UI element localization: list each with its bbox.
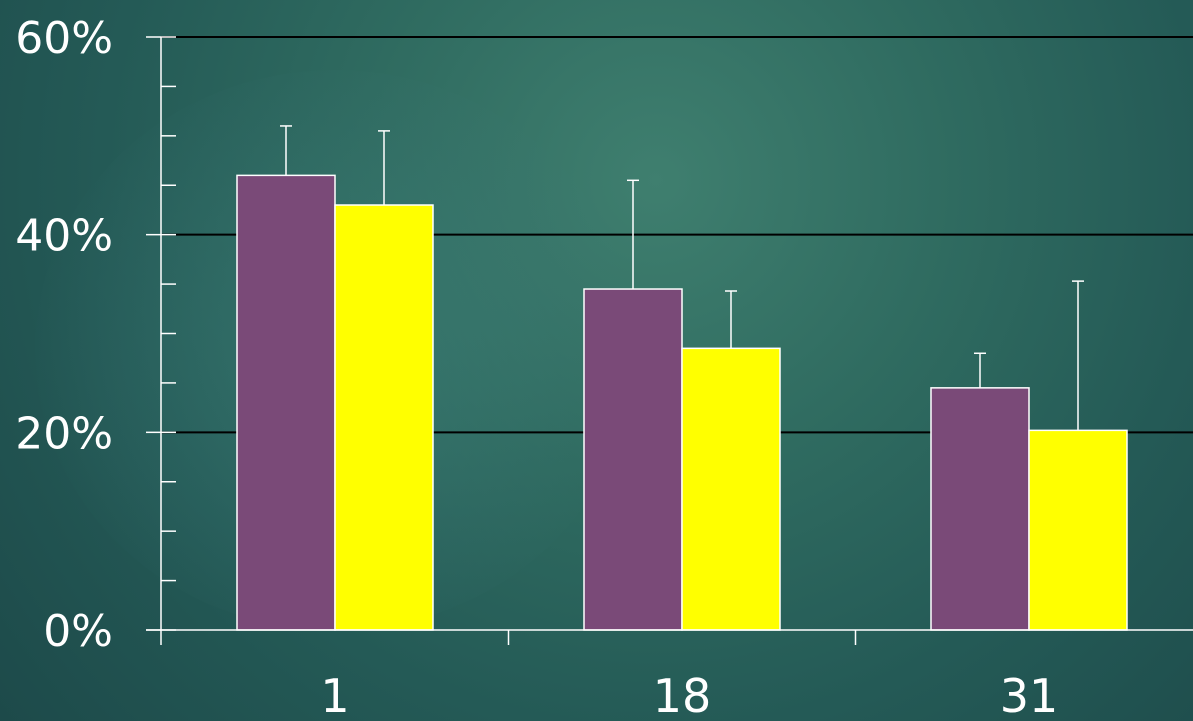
bar bbox=[1028, 429, 1128, 631]
y-tick-label: 20% bbox=[15, 408, 113, 459]
bar bbox=[930, 387, 1030, 631]
x-tick-label: 18 bbox=[653, 669, 712, 721]
bar bbox=[681, 347, 781, 631]
x-tick-label: 1 bbox=[320, 669, 349, 721]
y-tick-label: 60% bbox=[15, 13, 113, 64]
bar bbox=[236, 174, 336, 631]
bar bbox=[583, 288, 683, 631]
y-tick-label: 0% bbox=[43, 606, 113, 657]
y-tick-label: 40% bbox=[15, 211, 113, 262]
bar bbox=[334, 204, 434, 631]
x-tick-label: 31 bbox=[1000, 669, 1059, 721]
